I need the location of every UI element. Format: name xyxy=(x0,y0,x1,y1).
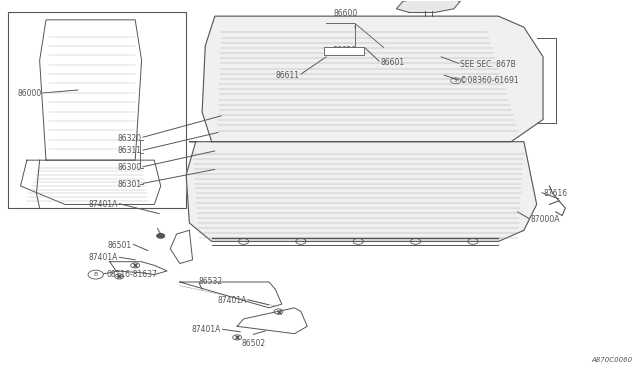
Text: 87000A: 87000A xyxy=(531,215,560,224)
Text: 86601: 86601 xyxy=(381,58,404,67)
Text: ©08360-61691: ©08360-61691 xyxy=(460,76,519,85)
Text: 86532: 86532 xyxy=(199,278,223,286)
Text: 86502: 86502 xyxy=(241,339,265,348)
Text: 86501: 86501 xyxy=(108,241,132,250)
Text: SEE SEC. 867B: SEE SEC. 867B xyxy=(460,60,516,69)
Polygon shape xyxy=(396,0,460,13)
Text: 87401A: 87401A xyxy=(88,200,118,209)
Text: 86620: 86620 xyxy=(332,46,356,55)
Text: 08116-81637: 08116-81637 xyxy=(106,270,157,279)
Text: 86320: 86320 xyxy=(118,134,141,142)
Text: 86300: 86300 xyxy=(117,163,141,172)
Text: 86600: 86600 xyxy=(333,9,358,18)
Text: B: B xyxy=(93,272,98,277)
Bar xyxy=(8,13,186,208)
Text: 86301: 86301 xyxy=(118,180,141,189)
Text: A870C0060: A870C0060 xyxy=(591,357,632,363)
Text: 86611: 86611 xyxy=(276,71,300,80)
Bar xyxy=(324,47,364,55)
Text: 87401A: 87401A xyxy=(192,326,221,334)
Text: 86000: 86000 xyxy=(17,89,42,98)
Circle shape xyxy=(157,234,164,238)
Text: 87401A: 87401A xyxy=(218,296,246,305)
Text: 87616: 87616 xyxy=(543,189,567,198)
Polygon shape xyxy=(202,16,543,142)
Polygon shape xyxy=(186,142,537,241)
Text: 87401A: 87401A xyxy=(88,253,118,263)
Text: 86311: 86311 xyxy=(118,147,141,155)
Text: S: S xyxy=(454,78,458,83)
